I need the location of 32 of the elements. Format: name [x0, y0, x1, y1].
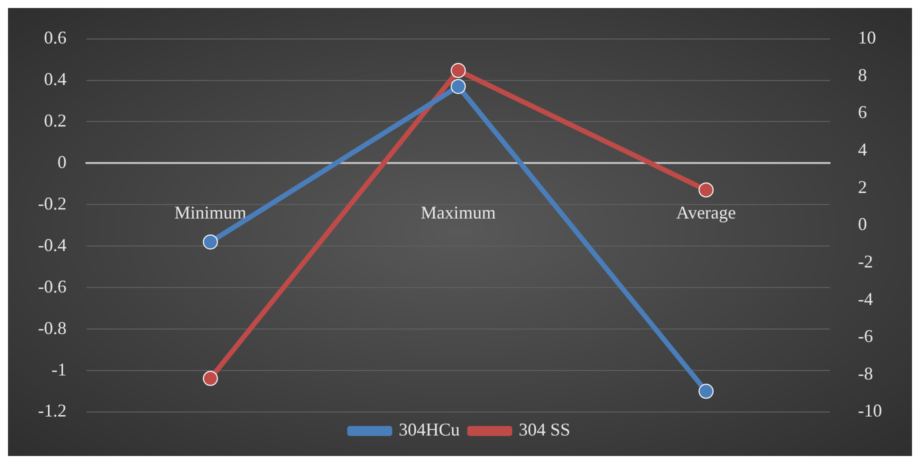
y2-tick-label: -2	[858, 251, 874, 272]
y-tick-label: -1.2	[38, 400, 66, 421]
x-tick-label: Minimum	[174, 202, 246, 223]
y2-tick-label: 0	[858, 214, 868, 234]
y2-tick-label: 8	[858, 64, 868, 85]
point	[450, 78, 466, 94]
y-tick-label: -1	[51, 359, 66, 380]
legend-label: 304 SS	[518, 420, 570, 440]
y-tick-label: -0.8	[38, 318, 66, 338]
point	[698, 182, 714, 198]
y2-tick-label: -10	[858, 400, 882, 421]
y2-tick-label: 2	[858, 176, 868, 197]
y2-tick-label: 6	[858, 102, 868, 122]
y2-tick-label: -6	[858, 326, 874, 346]
x-tick-label: Average	[676, 202, 736, 223]
y2-tick-label: 10	[858, 28, 876, 48]
point	[202, 370, 218, 386]
y-tick-label: -0.2	[38, 193, 66, 214]
y-tick-label: -0.6	[38, 276, 66, 296]
y2-tick-label: -8	[858, 363, 874, 384]
y-tick-label: 0.6	[44, 28, 66, 48]
x-tick-label: Maximum	[420, 202, 496, 223]
y-tick-label: -0.4	[38, 234, 66, 255]
y2-tick-label: -4	[858, 288, 874, 309]
legend-label: 304HCu	[398, 420, 460, 440]
point	[202, 234, 218, 250]
y-tick-label: 0.4	[44, 69, 66, 89]
point	[698, 384, 714, 399]
y2-tick-label: 4	[858, 139, 868, 160]
y-tick-label: 0	[57, 152, 66, 172]
point	[450, 63, 466, 78]
y-tick-label: 0.2	[44, 110, 66, 130]
